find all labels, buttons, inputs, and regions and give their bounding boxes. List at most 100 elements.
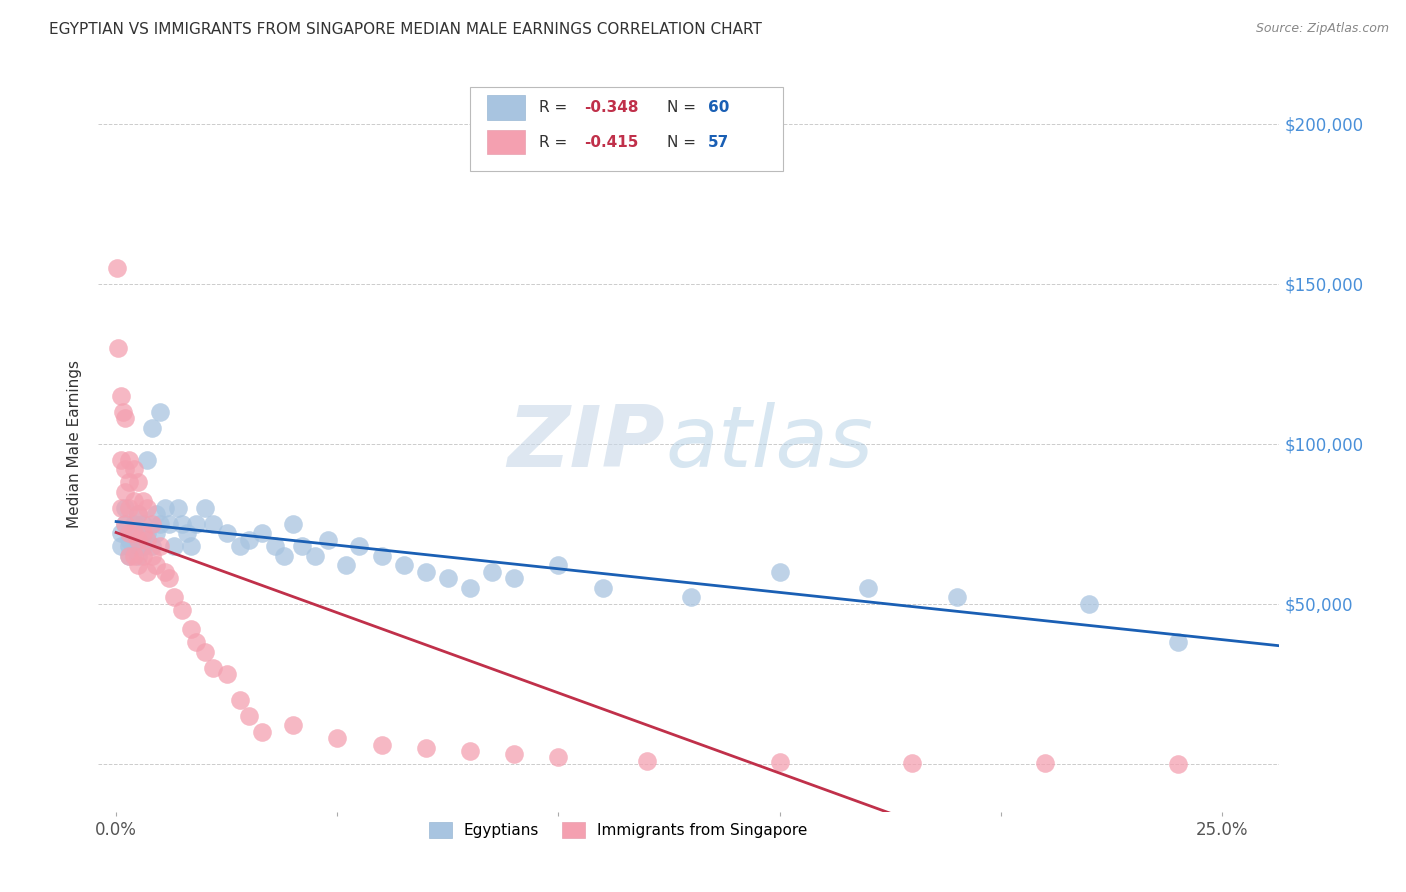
Point [768, 755, 790, 769]
Point [127, 475, 149, 490]
Point [291, 539, 314, 553]
Point [172, 516, 194, 531]
Text: 60: 60 [707, 100, 730, 115]
Point [114, 462, 136, 476]
Point [114, 516, 136, 531]
Text: atlas: atlas [665, 402, 873, 485]
Point [481, 565, 503, 579]
Legend: Egyptians, Immigrants from Singapore: Egyptians, Immigrants from Singapore [422, 816, 814, 845]
Point [131, 494, 153, 508]
Point [194, 500, 217, 515]
Point [162, 539, 184, 553]
Point [145, 507, 167, 521]
Point [1033, 756, 1056, 771]
Point [503, 571, 526, 585]
Text: N =: N = [666, 135, 700, 150]
Text: -0.415: -0.415 [583, 135, 638, 150]
Point [114, 484, 136, 499]
Point [149, 516, 172, 531]
Point [118, 475, 141, 490]
Text: ZIP: ZIP [508, 402, 665, 485]
Point [118, 452, 141, 467]
Point [162, 591, 184, 605]
Point [111, 405, 134, 419]
Text: Source: ZipAtlas.com: Source: ZipAtlas.com [1256, 22, 1389, 36]
Point [118, 526, 141, 541]
Point [458, 744, 481, 758]
Point [105, 260, 128, 275]
Point [215, 667, 238, 681]
Point [547, 750, 569, 764]
Point [141, 516, 163, 531]
Point [131, 549, 153, 563]
Point [136, 500, 159, 515]
Point [141, 421, 163, 435]
Point [180, 623, 202, 637]
Point [136, 452, 159, 467]
Point [157, 516, 180, 531]
Point [250, 724, 273, 739]
Point [1078, 597, 1101, 611]
Point [636, 754, 658, 768]
Point [172, 603, 194, 617]
Point [122, 494, 145, 508]
Point [335, 558, 357, 573]
Bar [486, 130, 524, 154]
Point [127, 539, 149, 553]
Point [370, 549, 392, 563]
Point [180, 539, 202, 553]
Point [136, 533, 159, 547]
Point [127, 507, 149, 521]
Point [149, 405, 172, 419]
Point [215, 526, 238, 541]
Point [136, 526, 159, 541]
Point [281, 516, 304, 531]
Text: 57: 57 [707, 135, 730, 150]
Point [131, 526, 153, 541]
Point [145, 526, 167, 541]
Point [250, 526, 273, 541]
Point [136, 565, 159, 579]
Point [415, 740, 437, 755]
Point [856, 581, 879, 595]
Point [458, 581, 481, 595]
Point [229, 539, 252, 553]
Point [141, 549, 163, 563]
Point [122, 526, 145, 541]
Point [503, 747, 526, 761]
Text: EGYPTIAN VS IMMIGRANTS FROM SINGAPORE MEDIAN MALE EARNINGS CORRELATION CHART: EGYPTIAN VS IMMIGRANTS FROM SINGAPORE ME… [49, 22, 762, 37]
Point [238, 533, 260, 547]
Point [118, 549, 141, 563]
Point [264, 539, 287, 553]
Point [370, 738, 392, 752]
Point [131, 539, 153, 553]
Point [167, 500, 190, 515]
Point [349, 539, 371, 553]
Point [110, 389, 132, 403]
Point [114, 500, 136, 515]
Point [229, 692, 252, 706]
FancyBboxPatch shape [471, 87, 783, 171]
Point [1167, 756, 1189, 771]
Point [110, 526, 132, 541]
Point [153, 500, 176, 515]
Point [202, 661, 225, 675]
Point [592, 581, 614, 595]
Point [114, 516, 136, 531]
Point [681, 591, 703, 605]
Point [131, 516, 153, 531]
Point [127, 533, 149, 547]
Point [114, 411, 136, 425]
Text: N =: N = [666, 100, 700, 115]
Point [141, 539, 163, 553]
Text: R =: R = [538, 135, 572, 150]
Point [110, 452, 132, 467]
Point [238, 708, 260, 723]
Point [184, 635, 207, 649]
Point [145, 558, 167, 573]
Point [127, 507, 149, 521]
Point [318, 533, 340, 547]
Point [547, 558, 569, 573]
Point [157, 571, 180, 585]
Point [194, 645, 217, 659]
